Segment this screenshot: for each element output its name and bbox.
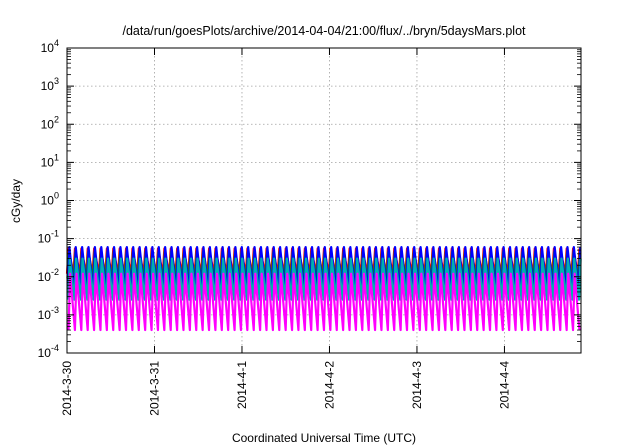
y-tick-label: 100: [41, 191, 59, 208]
y-tick-label: 104: [41, 38, 59, 55]
y-tick-label: 10-1: [38, 229, 59, 246]
x-axis: 2014-3-30 2014-3-31 2014-4-1 2014-4-2 2014-4…: [60, 48, 511, 416]
x-tick-label: 2014-4-4: [497, 361, 511, 409]
x-tick-label: 2014-4-3: [410, 361, 424, 409]
y-tick-label: 10-3: [38, 305, 59, 322]
series-line: [67, 272, 581, 332]
x-tick-label: 2014-3-30: [60, 361, 74, 416]
y-tick-label: 10-2: [38, 267, 59, 284]
x-tick-label: 2014-4-1: [235, 361, 249, 409]
x-tick-label: 2014-3-31: [147, 361, 161, 416]
x-axis-label: Coordinated Universal Time (UTC): [232, 431, 416, 445]
chart-title: /data/run/goesPlots/archive/2014-04-04/2…: [122, 24, 526, 38]
y-axis-label: cGy/day: [9, 179, 23, 223]
y-axis: 10-4 10-3 10-2 10-1 100 101 102 103 104: [38, 38, 581, 360]
y-tick-label: 10-4: [38, 343, 59, 360]
y-tick-label: 101: [41, 152, 59, 169]
x-tick-label: 2014-4-2: [322, 361, 336, 409]
y-tick-label: 102: [41, 114, 59, 131]
y-tick-label: 103: [41, 76, 59, 93]
series-group: [65, 245, 582, 332]
